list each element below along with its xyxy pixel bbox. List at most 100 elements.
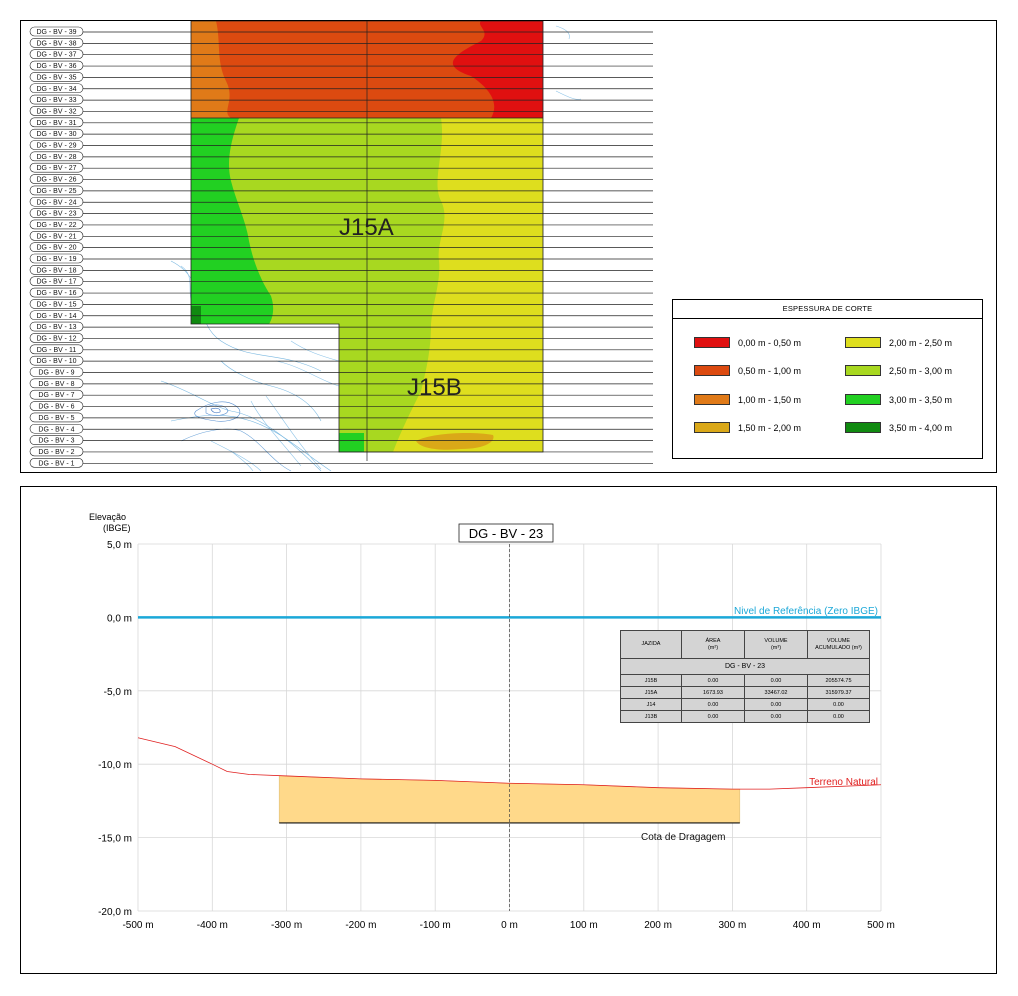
reference-level-label: Nivel de Referência (Zero IBGE) bbox=[734, 606, 878, 617]
area-label-j15b: J15B bbox=[407, 374, 462, 401]
section-label-text: DG - BV - 7 bbox=[38, 392, 74, 399]
section-label-pill bbox=[29, 457, 84, 468]
terrain-label: Terreno Natural bbox=[809, 777, 878, 788]
section-label-text: DG - BV - 21 bbox=[36, 233, 76, 240]
y-tick-label: -5,0 m bbox=[104, 687, 132, 698]
section-label-pill bbox=[29, 60, 84, 71]
section-label-text: DG - BV - 30 bbox=[36, 131, 76, 138]
section-label: DG - BV - 21 bbox=[29, 231, 84, 241]
section-label-pill bbox=[29, 72, 84, 82]
section-label-pill bbox=[29, 196, 84, 207]
table-cell: 0.00 bbox=[744, 710, 808, 723]
table-header: VOLUME (m³) bbox=[744, 630, 808, 659]
section-label: DG - BV - 8 bbox=[29, 378, 84, 389]
legend-label: 2,50 m - 3,00 m bbox=[889, 366, 953, 376]
table-cell: 0.00 bbox=[681, 698, 745, 711]
section-label-text: DG - BV - 34 bbox=[36, 86, 76, 93]
legend-label: 3,50 m - 4,00 m bbox=[889, 423, 953, 433]
section-label: DG - BV - 4 bbox=[29, 423, 84, 434]
y-tick-label: 0,0 m bbox=[107, 613, 132, 624]
area-label-j15a: J15A bbox=[339, 214, 394, 241]
section-label-pill bbox=[29, 106, 84, 116]
section-label: DG - BV - 12 bbox=[29, 333, 84, 343]
section-label-pill bbox=[29, 174, 84, 184]
x-tick-label: 500 m bbox=[867, 920, 895, 931]
x-tick-label: -400 m bbox=[197, 920, 228, 931]
section-label-text: DG - BV - 8 bbox=[38, 381, 74, 388]
section-label-pill bbox=[29, 162, 84, 173]
section-label-text: DG - BV - 16 bbox=[36, 290, 76, 297]
section-label-pill bbox=[29, 242, 84, 252]
section-label-pill bbox=[29, 208, 84, 218]
section-label-text: DG - BV - 19 bbox=[36, 256, 76, 263]
section-label: DG - BV - 23 bbox=[29, 208, 84, 218]
section-label-pill bbox=[29, 276, 84, 286]
table-title: DG - BV - 23 bbox=[620, 658, 870, 675]
y-tick-label: 5,0 m bbox=[107, 540, 132, 551]
section-labels: DG - BV - 39 DG - BV - 38 DG - BV - 37 DG -… bbox=[29, 26, 84, 468]
legend-label: 0,00 m - 0,50 m bbox=[738, 338, 802, 348]
section-label-pill bbox=[29, 412, 84, 423]
section-label-text: DG - BV - 29 bbox=[36, 143, 76, 150]
section-label: DG - BV - 22 bbox=[29, 219, 84, 230]
cross-section-panel: Elevação (IBGE) 5,0 m 0,0 m -5,0 m -10,0 m -… bbox=[20, 486, 997, 974]
section-label: DG - BV - 36 bbox=[29, 60, 84, 71]
y-tick-label: -20,0 m bbox=[98, 907, 132, 918]
section-label: DG - BV - 20 bbox=[29, 242, 84, 252]
section-volume-table: DG - BV - 23 JAZIDA ÁREA (m²) VOLUME (m³… bbox=[620, 630, 870, 723]
section-label: DG - BV - 7 bbox=[29, 389, 84, 400]
y-axis-title: Elevação bbox=[89, 512, 126, 522]
section-label-text: DG - BV - 14 bbox=[36, 313, 76, 320]
legend-label: 1,50 m - 2,00 m bbox=[738, 423, 802, 433]
section-label: DG - BV - 34 bbox=[29, 83, 84, 94]
section-label-text: DG - BV - 20 bbox=[36, 245, 76, 252]
section-lines bbox=[83, 31, 653, 464]
section-label-pill bbox=[29, 49, 84, 60]
section-label-text: DG - BV - 15 bbox=[36, 301, 76, 308]
section-label-text: DG - BV - 27 bbox=[36, 165, 76, 172]
y-tick-label: -15,0 m bbox=[98, 834, 132, 845]
table-cell: 0.00 bbox=[681, 710, 745, 723]
section-label: DG - BV - 39 bbox=[29, 26, 84, 37]
x-tick-label: 400 m bbox=[793, 920, 821, 931]
legend-swatch bbox=[694, 422, 730, 433]
x-tick-label: 100 m bbox=[570, 920, 598, 931]
section-label: DG - BV - 31 bbox=[29, 117, 84, 128]
section-label: DG - BV - 2 bbox=[29, 446, 84, 457]
section-label-text: DG - BV - 1 bbox=[38, 460, 74, 467]
section-label-pill bbox=[29, 389, 84, 400]
section-label: DG - BV - 35 bbox=[29, 72, 84, 82]
section-label: DG - BV - 32 bbox=[29, 106, 84, 116]
legend-label: 2,00 m - 2,50 m bbox=[889, 338, 953, 348]
section-label-pill bbox=[29, 423, 84, 434]
zone-j15b-thickness bbox=[339, 324, 543, 452]
section-label: DG - BV - 29 bbox=[29, 140, 84, 150]
dredge-level-label: Cota de Dragagem bbox=[641, 832, 726, 843]
section-label: DG - BV - 15 bbox=[29, 299, 84, 309]
section-label-pill bbox=[29, 185, 84, 196]
legend-swatch bbox=[694, 394, 730, 405]
table-cell: 0.00 bbox=[744, 674, 808, 687]
section-label: DG - BV - 11 bbox=[29, 344, 84, 355]
legend: ESPESSURA DE CORTE 0,00 m - 0,50 m 0,50 … bbox=[672, 299, 983, 459]
section-label-text: DG - BV - 4 bbox=[38, 426, 74, 433]
section-label: DG - BV - 9 bbox=[29, 367, 84, 377]
legend-label: 1,00 m - 1,50 m bbox=[738, 395, 802, 405]
section-label-pill bbox=[29, 287, 84, 298]
section-label-text: DG - BV - 11 bbox=[37, 347, 77, 354]
section-label-text: DG - BV - 25 bbox=[36, 188, 76, 195]
section-label: DG - BV - 30 bbox=[29, 128, 84, 139]
legend-swatch bbox=[845, 422, 881, 433]
x-tick-label: 200 m bbox=[644, 920, 672, 931]
cross-section-chart: Elevação (IBGE) 5,0 m 0,0 m -5,0 m -10,0 m -… bbox=[89, 512, 895, 931]
table-cell: 0.00 bbox=[744, 698, 808, 711]
section-label-pill bbox=[29, 355, 84, 366]
section-label-pill bbox=[29, 367, 84, 377]
table-row: J15A 1673.93 33467.02 315979.37 bbox=[620, 686, 870, 699]
section-label: DG - BV - 10 bbox=[29, 355, 84, 366]
section-label-text: DG - BV - 31 bbox=[36, 120, 76, 127]
section-label-pill bbox=[29, 344, 84, 355]
legend-title: ESPESSURA DE CORTE bbox=[673, 300, 982, 319]
x-tick-label: 0 m bbox=[501, 920, 518, 931]
section-label-text: DG - BV - 9 bbox=[38, 370, 74, 377]
